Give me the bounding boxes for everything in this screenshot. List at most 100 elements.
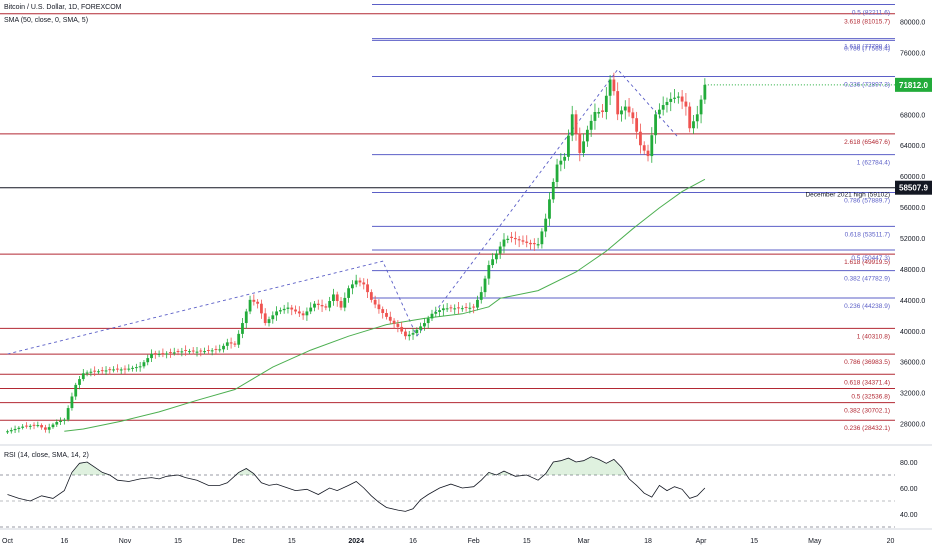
fib-label-blue-0-786-57889-7: 0.786 (57889.7) [844, 197, 890, 204]
time-tick-label: 15 [750, 538, 758, 545]
current-price-value: 71812.0 [899, 81, 928, 90]
candle-body [335, 294, 339, 302]
candle-body [347, 288, 350, 298]
candle-body [457, 307, 460, 309]
candle-body [601, 110, 604, 112]
candle-body [688, 106, 692, 129]
candle-body [483, 278, 487, 293]
candle-body [309, 307, 313, 312]
candle-body [305, 311, 309, 316]
fib-label-blue-0-618-53511-7: 0.618 (53511.7) [845, 231, 890, 238]
candle-body [47, 427, 51, 430]
time-tick-label: May [808, 538, 822, 545]
candle-body [172, 352, 176, 354]
candle-body [639, 131, 642, 146]
candle-body [324, 306, 328, 308]
candle-body [665, 101, 669, 106]
candle-body [426, 318, 430, 324]
fib-label-blue-1-618-77798-4: 1.618 (77798.4) [844, 44, 890, 51]
candle-body [131, 367, 134, 369]
candle-body [404, 331, 407, 337]
candle-body [559, 160, 563, 165]
time-tick-label: Oct [2, 538, 13, 545]
candle-body [703, 84, 707, 100]
candle-body [673, 97, 676, 99]
candle-body [28, 425, 32, 427]
time-tick-label: 20 [887, 538, 895, 545]
candle-body [460, 308, 464, 310]
candle-body [430, 313, 434, 319]
rsi-pane[interactable]: 80.00 60.00 40.00 [0, 444, 932, 528]
candle-body [438, 310, 441, 312]
candle-body [608, 79, 612, 96]
time-tick-label: Dec [232, 538, 245, 545]
fib-label-red-1-618-49919-5: 1.618 (49919.5) [844, 259, 890, 266]
price-tick-label: 76000.0 [900, 50, 925, 57]
candle-body [593, 112, 597, 121]
candle-body [563, 156, 567, 161]
fib-label-red-1-40310-8: 1 (40310.8) [857, 333, 890, 340]
candle-body [36, 425, 40, 427]
candle-body [267, 319, 271, 324]
candle-body [97, 371, 100, 373]
candle-body [544, 218, 548, 232]
fib-label-red-0-786-36983-5: 0.786 (36983.5) [844, 359, 890, 366]
trendlines [7, 68, 679, 355]
candle-body [479, 292, 483, 300]
candle-body [332, 294, 335, 302]
candle-body [650, 135, 654, 157]
candle-body [661, 105, 665, 110]
candle-body [513, 238, 517, 240]
price-line-value: 58507.9 [899, 184, 928, 193]
candle-body [316, 303, 320, 306]
candle-body [142, 362, 146, 367]
candle-body [680, 96, 684, 102]
candle-body [646, 150, 650, 157]
fib-label-blue-0-5-50447-3: 0.5 (50447.3) [851, 255, 890, 262]
candle-body [642, 145, 646, 151]
candle-body [464, 306, 468, 308]
candle-body [495, 253, 498, 260]
rsi-overbought-fill [486, 472, 495, 475]
candle-body [282, 308, 286, 311]
trendline-1 [7, 260, 418, 355]
price-axis[interactable]: 80000.076000.072000.068000.064000.060000… [895, 0, 932, 528]
sma-indicator-label: SMA (50, close, 0, SMA, 5) [4, 17, 89, 24]
candle-body [210, 350, 214, 352]
time-axis[interactable]: Oct 16 Nov 15 Dec 15 2024 16 Feb 15 Mar 18 Apr 15 May 2… [0, 528, 932, 545]
candle-body [161, 353, 165, 355]
candle-body [214, 348, 218, 350]
candlesticks[interactable] [6, 72, 707, 434]
candle-body [169, 352, 172, 354]
price-line-badge [895, 180, 932, 195]
price-tick-label: 36000.0 [900, 360, 925, 367]
candle-body [551, 181, 555, 200]
candle-body [44, 427, 47, 430]
candle-body [70, 396, 74, 409]
rsi-overbought-fill [545, 456, 626, 475]
candle-body [510, 236, 513, 239]
fib-label-blue-0-5-82211-6: 0.5 (82211.6) [852, 9, 890, 16]
candle-body [578, 133, 582, 153]
candle-body [290, 307, 294, 310]
candle-body [62, 419, 66, 421]
fib-label-blue-0-786-77565-4: 0.786 (77565.4) [844, 45, 890, 52]
rsi-overbought-fill [71, 462, 108, 475]
candle-body [487, 265, 491, 279]
candle-body [278, 310, 282, 312]
candle-body [252, 299, 256, 302]
rsi-overbought-fill [236, 468, 254, 475]
candle-body [684, 101, 688, 107]
candle-body [434, 311, 438, 314]
price-tick-label: 80000.0 [900, 20, 925, 27]
candle-body [635, 118, 639, 132]
candle-body [301, 313, 305, 316]
candle-body [180, 351, 184, 353]
price-tick-label: 32000.0 [900, 391, 925, 398]
candle-body [81, 373, 85, 380]
candle-body [441, 308, 445, 311]
candle-body [582, 141, 585, 153]
candle-body [157, 353, 161, 355]
